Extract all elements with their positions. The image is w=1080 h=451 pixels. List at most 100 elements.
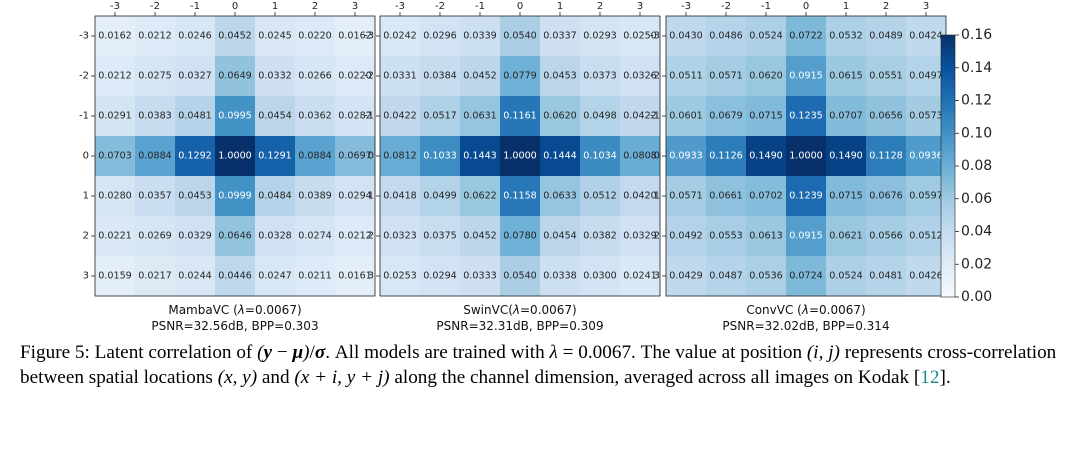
cell-value-label: 0.0780 bbox=[503, 231, 537, 242]
panel-title: ConvVC (λ=0.0067) bbox=[746, 303, 865, 317]
heatmap-cell bbox=[420, 16, 461, 57]
figure-caption: Figure 5: Latent correlation of (y − μ)/… bbox=[20, 340, 1065, 390]
heatmap-cell bbox=[135, 216, 176, 257]
cell-value-label: 0.0211 bbox=[298, 271, 332, 282]
heatmap-cell bbox=[215, 136, 256, 177]
panel-title-prefix: SwinVC( bbox=[463, 303, 513, 317]
cell-value-label: 0.0573 bbox=[909, 111, 943, 122]
heatmap-cell bbox=[620, 216, 661, 257]
cell-value-label: 0.1158 bbox=[503, 191, 537, 202]
caption-text-2: . The value at position bbox=[631, 342, 807, 363]
heatmap-cell bbox=[540, 176, 581, 217]
heatmap-cell bbox=[255, 56, 296, 97]
heatmap-cell bbox=[215, 216, 256, 257]
heatmap-cell bbox=[666, 16, 707, 57]
caption-ref-link[interactable]: 12 bbox=[920, 367, 940, 388]
cell-value-label: 0.0426 bbox=[909, 271, 943, 282]
cell-value-label: 0.0217 bbox=[138, 271, 172, 282]
heatmap-cell bbox=[295, 16, 336, 57]
x-tick-label: -2 bbox=[150, 1, 160, 12]
y-tick-label: -3 bbox=[79, 31, 89, 42]
cell-value-label: 0.0999 bbox=[218, 191, 252, 202]
y-tick-label: -1 bbox=[364, 111, 374, 122]
heatmap-panel-3: 0.0430 0.0486 0.0524 0.0722 0.0532 0.0489 0.04… bbox=[650, 1, 947, 333]
cell-value-label: 0.0697 bbox=[338, 151, 372, 162]
x-tick-label: 3 bbox=[352, 1, 358, 12]
x-tick-label: -2 bbox=[435, 1, 445, 12]
heatmap-cell bbox=[335, 16, 376, 57]
cell-value-label: 0.0382 bbox=[583, 231, 617, 242]
heatmap-cell bbox=[380, 256, 421, 297]
heatmap-cell bbox=[215, 176, 256, 217]
cell-value-label: 0.0250 bbox=[623, 31, 657, 42]
y-tick-label: 1 bbox=[368, 191, 374, 202]
y-tick-label: 3 bbox=[654, 271, 660, 282]
cell-value-label: 0.0536 bbox=[749, 271, 783, 282]
x-tick-label: -3 bbox=[681, 1, 691, 12]
cell-value-label: 0.0212 bbox=[138, 31, 172, 42]
heatmap-cell bbox=[906, 176, 947, 217]
y-tick-label: 3 bbox=[368, 271, 374, 282]
cell-value-label: 0.0995 bbox=[218, 111, 252, 122]
cell-value-label: 0.0649 bbox=[218, 71, 252, 82]
heatmap-cell bbox=[135, 96, 176, 137]
cell-value-label: 0.0512 bbox=[909, 231, 943, 242]
heatmap-cell bbox=[420, 96, 461, 137]
colorbar-tick-label: 0.08 bbox=[961, 158, 992, 174]
cell-value-label: 0.0884 bbox=[298, 151, 332, 162]
cell-value-label: 0.0656 bbox=[869, 111, 903, 122]
panel-title-suffix: =0.0067) bbox=[520, 303, 577, 317]
heatmap-cell bbox=[380, 56, 421, 97]
cell-value-label: 0.0327 bbox=[178, 71, 212, 82]
heatmap-cell bbox=[826, 96, 867, 137]
heatmap-cell bbox=[620, 16, 661, 57]
cell-value-label: 0.0812 bbox=[383, 151, 417, 162]
cell-value-label: 0.1292 bbox=[178, 151, 212, 162]
heatmap-cell bbox=[380, 16, 421, 57]
cell-value-label: 0.0242 bbox=[383, 31, 417, 42]
y-tick-label: -3 bbox=[364, 31, 374, 42]
heatmap-cell bbox=[666, 136, 707, 177]
cell-value-label: 0.0453 bbox=[543, 71, 577, 82]
cell-value-label: 0.0253 bbox=[383, 271, 417, 282]
figure-chart: 0.0162 0.0212 0.0246 0.0452 0.0245 0.0220 0.01… bbox=[79, 1, 992, 333]
cell-value-label: 0.0269 bbox=[138, 231, 172, 242]
cell-value-label: 0.0329 bbox=[178, 231, 212, 242]
heatmap-cell bbox=[135, 56, 176, 97]
heatmap-cell bbox=[666, 216, 707, 257]
panel-subtitle: PSNR=32.02dB, BPP=0.314 bbox=[722, 319, 889, 333]
heatmap-cell bbox=[500, 136, 541, 177]
cell-value-label: 0.0933 bbox=[669, 151, 703, 162]
heatmap-cell bbox=[540, 16, 581, 57]
heatmap-cell bbox=[175, 96, 216, 137]
cell-value-label: 1.0000 bbox=[218, 151, 252, 162]
heatmap-cell bbox=[666, 96, 707, 137]
heatmap-cell bbox=[135, 136, 176, 177]
heatmap-cell bbox=[906, 256, 947, 297]
heatmap-cell bbox=[826, 176, 867, 217]
cell-value-label: 0.0332 bbox=[258, 71, 292, 82]
cell-value-label: 0.0481 bbox=[178, 111, 212, 122]
cell-value-label: 0.0715 bbox=[829, 191, 863, 202]
cell-value-label: 0.0333 bbox=[463, 271, 497, 282]
heatmap-cell bbox=[135, 256, 176, 297]
cell-value-label: 0.1443 bbox=[463, 151, 497, 162]
y-tick-label: -2 bbox=[364, 71, 374, 82]
heatmap-cell bbox=[95, 216, 136, 257]
cell-value-label: 0.1239 bbox=[789, 191, 823, 202]
heatmap-cell bbox=[906, 16, 947, 57]
heatmap-cell bbox=[620, 176, 661, 217]
panel-title-suffix: =0.0067) bbox=[809, 303, 866, 317]
cell-value-label: 0.0162 bbox=[338, 31, 372, 42]
heatmap-cell bbox=[500, 16, 541, 57]
heatmap-cell bbox=[420, 136, 461, 177]
panel-title: MambaVC (λ=0.0067) bbox=[168, 303, 301, 317]
cell-value-label: 0.0362 bbox=[298, 111, 332, 122]
heatmap-cell bbox=[706, 136, 747, 177]
cell-value-label: 0.0481 bbox=[869, 271, 903, 282]
heatmap-cell bbox=[826, 136, 867, 177]
cell-value-label: 0.0487 bbox=[709, 271, 743, 282]
cell-value-label: 0.0571 bbox=[709, 71, 743, 82]
heatmap-cell bbox=[95, 96, 136, 137]
x-tick-label: 1 bbox=[843, 1, 849, 12]
